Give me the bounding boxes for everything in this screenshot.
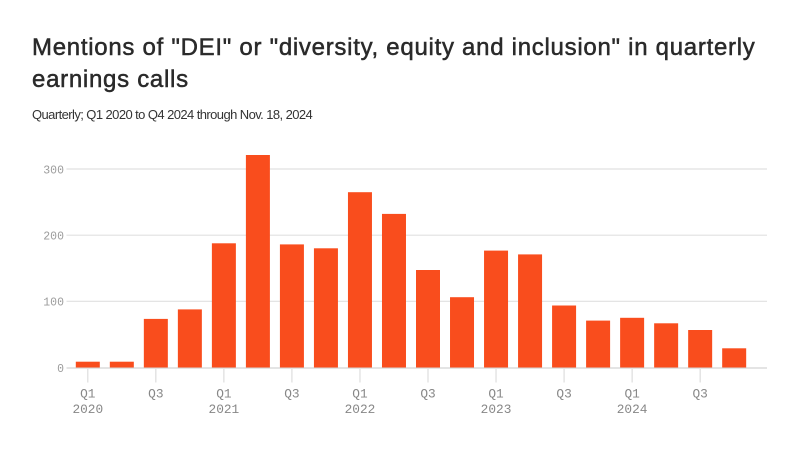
svg-text:300: 300 bbox=[43, 164, 64, 177]
svg-text:200: 200 bbox=[43, 231, 64, 244]
svg-text:Q3: Q3 bbox=[692, 387, 707, 402]
svg-text:Q1: Q1 bbox=[352, 387, 368, 402]
svg-text:2021: 2021 bbox=[209, 402, 240, 417]
svg-text:2023: 2023 bbox=[481, 402, 512, 417]
svg-text:Q1: Q1 bbox=[216, 387, 232, 402]
svg-text:2024: 2024 bbox=[617, 402, 648, 417]
svg-text:Q3: Q3 bbox=[148, 387, 163, 402]
svg-text:Q3: Q3 bbox=[556, 387, 571, 402]
svg-text:0: 0 bbox=[57, 363, 64, 376]
svg-text:100: 100 bbox=[43, 297, 64, 310]
svg-text:2020: 2020 bbox=[72, 402, 103, 417]
svg-text:Q1: Q1 bbox=[80, 387, 96, 402]
svg-text:Q1: Q1 bbox=[488, 387, 504, 402]
svg-text:2022: 2022 bbox=[345, 402, 376, 417]
svg-text:Q1: Q1 bbox=[624, 387, 640, 402]
svg-text:Q3: Q3 bbox=[420, 387, 435, 402]
svg-text:Q3: Q3 bbox=[284, 387, 299, 402]
